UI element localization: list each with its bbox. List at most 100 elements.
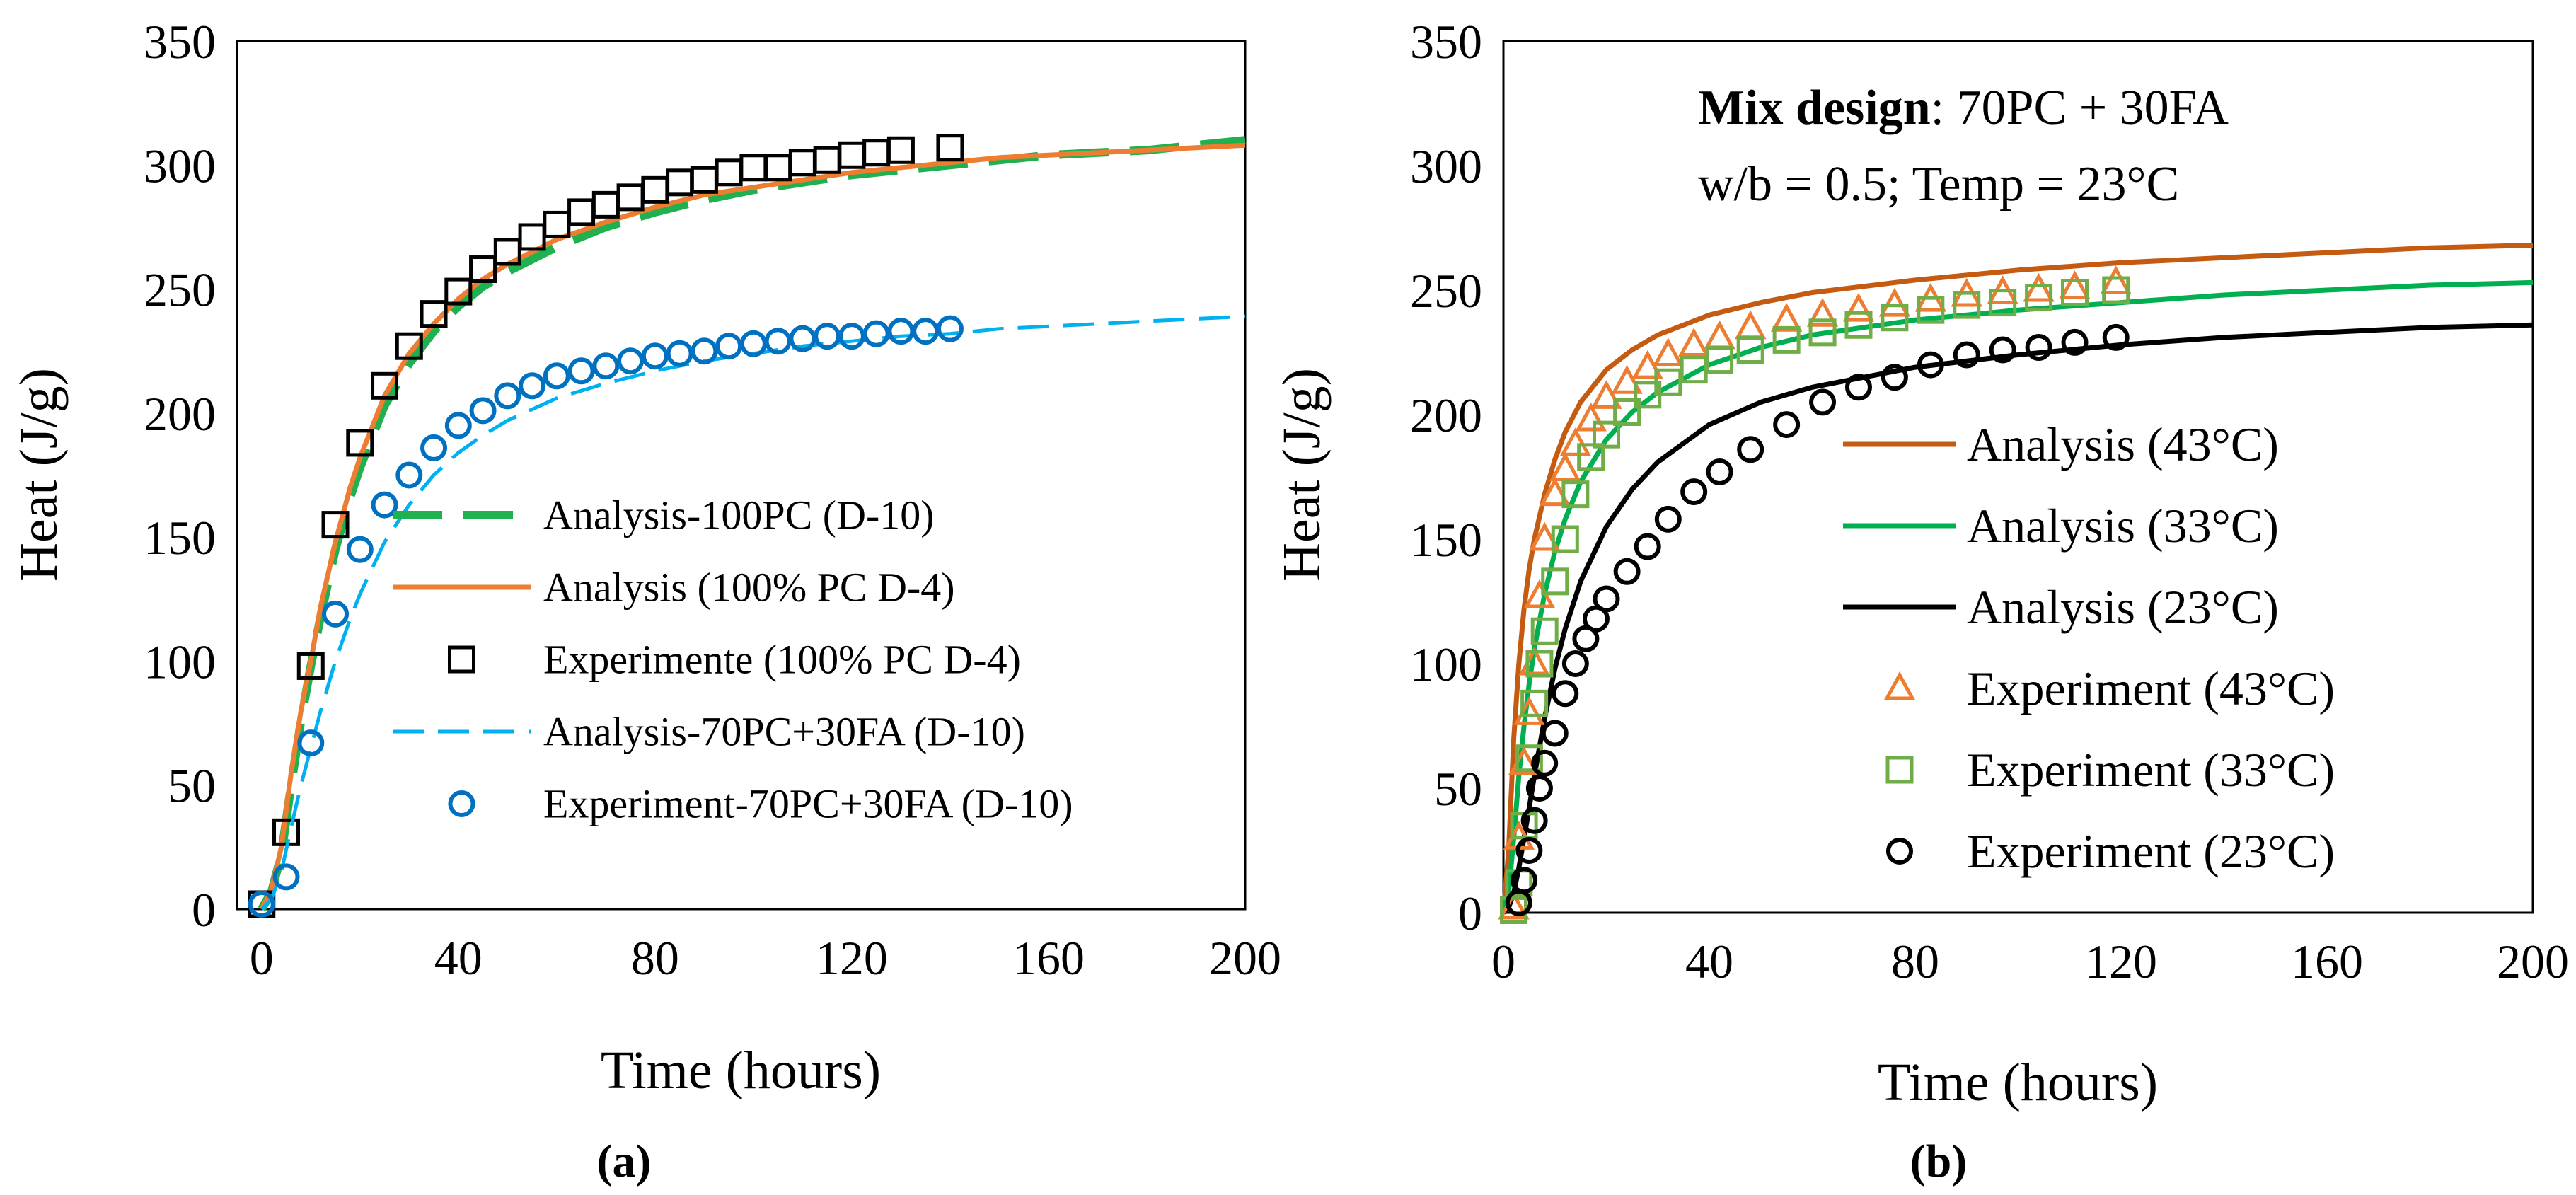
- data-point-experimente-100-pc-d-4: [838, 141, 866, 169]
- data-point-experiment-70pc-30fa-d-10: [297, 729, 325, 757]
- data-point-experiment-33-c: [1881, 304, 1909, 332]
- data-point-experiment-23-c: [1737, 436, 1764, 463]
- data-point-experiment-23-c: [1844, 374, 1872, 401]
- data-point-experimente-100-pc-d-4: [493, 238, 521, 266]
- x-tick-label: 80: [631, 931, 679, 985]
- y-tick-label: 300: [1410, 139, 1482, 193]
- data-point-experiment-33-c: [1520, 689, 1549, 717]
- legend-label: Analysis (43°C): [1967, 417, 2279, 471]
- data-point-experiment-70pc-30fa-d-10: [691, 337, 718, 365]
- data-point-experiment-23-c: [1634, 533, 1661, 560]
- legend-item-analysis-100-pc-d-4: Analysis (100% PC D-4): [393, 565, 955, 611]
- data-point-experimente-100-pc-d-4: [616, 183, 645, 212]
- data-point-experiment-70pc-30fa-d-10: [814, 323, 841, 350]
- data-point-experiment-70pc-30fa-d-10: [592, 352, 620, 380]
- y-tick-label: 150: [144, 511, 216, 565]
- data-point-experiment-70pc-30fa-d-10: [248, 890, 275, 918]
- data-point-experiment-23-c: [1593, 585, 1620, 613]
- plot-frame-b: [1502, 40, 2534, 914]
- annotation-b-line1: Mix design: 70PC + 30FA: [1698, 81, 2229, 135]
- data-point-experiment-23-c: [1654, 505, 1682, 533]
- data-point-experiment-70pc-30fa-d-10: [789, 325, 816, 352]
- data-point-experiment-70pc-30fa-d-10: [641, 342, 669, 370]
- legend-item-experimente-100-pc-d-4: Experimente (100% PC D-4): [448, 637, 1021, 683]
- legend-item-experiment-70pc-30fa-d-10: Experiment-70PC+30FA (D-10): [448, 781, 1073, 827]
- data-point-experiment-70pc-30fa-d-10: [371, 491, 398, 519]
- data-point-experiment-43-c: [1770, 303, 1803, 332]
- data-point-experiment-70pc-30fa-d-10: [617, 347, 645, 375]
- panel-label-a: (a): [597, 1136, 652, 1187]
- x-tick-label: 40: [1685, 935, 1733, 988]
- data-point-experiment-33-c: [1772, 325, 1801, 354]
- y-tick-label: 50: [1434, 762, 1482, 816]
- data-point-experiment-43-c: [1559, 427, 1592, 456]
- legend-a: Analysis-100PC (D-10) Analysis (100% PC D…: [393, 492, 1073, 827]
- data-point-experiment-43-c: [1575, 402, 1607, 432]
- legend-swatch: [448, 645, 475, 674]
- data-point-experiment-43-c: [1677, 328, 1710, 357]
- x-tick-label: 0: [1491, 935, 1515, 988]
- data-point-experiment-23-c: [1773, 411, 1801, 439]
- data-point-experiment-70pc-30fa-d-10: [567, 357, 595, 385]
- data-point-experimente-100-pc-d-4: [788, 149, 816, 177]
- data-point-experiment-23-c: [1531, 749, 1559, 777]
- data-point-experiment-23-c: [1613, 558, 1641, 585]
- y-tick-label: 100: [144, 635, 216, 688]
- x-tick-label: 0: [250, 931, 274, 985]
- data-point-experiment-70pc-30fa-d-10: [887, 318, 915, 345]
- data-point-experiment-33-c: [1917, 296, 1945, 324]
- data-point-experiment-33-c: [1551, 525, 1579, 553]
- x-tick-label: 80: [1891, 935, 1939, 988]
- data-point-experiment-23-c: [1515, 837, 1543, 864]
- data-point-experiment-70pc-30fa-d-10: [469, 397, 497, 425]
- data-point-experiment-33-c: [1561, 480, 1590, 509]
- data-point-experimente-100-pc-d-4: [813, 146, 841, 174]
- y-tick-label: 350: [144, 15, 216, 69]
- data-point-experiment-33-c: [1541, 567, 1569, 596]
- y-tick-label: 100: [1410, 637, 1482, 691]
- data-point-experiment-70pc-30fa-d-10: [272, 863, 300, 891]
- data-point-experiment-43-c: [1806, 297, 1839, 327]
- data-point-experiment-23-c: [1917, 351, 1944, 379]
- data-point-experiment-43-c: [2023, 272, 2055, 302]
- legend-swatch: [448, 790, 475, 817]
- data-point-experiment-23-c: [1520, 807, 1548, 834]
- data-point-experimente-100-pc-d-4: [543, 210, 571, 238]
- data-point-experiment-33-c: [1613, 398, 1641, 426]
- series-experiment-33-c: [1500, 276, 2130, 924]
- data-point-experiment-33-c: [1808, 318, 1837, 347]
- data-point-experimente-100-pc-d-4: [715, 158, 743, 187]
- data-point-experiment-23-c: [2102, 323, 2130, 351]
- data-point-experiment-70pc-30fa-d-10: [764, 328, 792, 355]
- data-point-experiment-70pc-30fa-d-10: [444, 412, 472, 439]
- series-line-analysis-70pc-30fa-d-10: [260, 314, 1246, 911]
- legend-item-analysis-70pc-30fa-d-10: Analysis-70PC+30FA (D-10): [393, 709, 1025, 755]
- legend-swatch: [1886, 838, 1913, 865]
- data-point-experimente-100-pc-d-4: [936, 134, 964, 162]
- data-point-experiment-70pc-30fa-d-10: [862, 320, 890, 347]
- x-tick-label: 40: [434, 931, 483, 985]
- data-point-experiment-43-c: [1513, 696, 1545, 725]
- data-point-experiment-43-c: [1734, 310, 1767, 340]
- data-point-experiment-70pc-30fa-d-10: [666, 340, 693, 367]
- series-analysis-70pc-30fa-d-10: [260, 314, 1246, 911]
- data-point-experiment-43-c: [1611, 365, 1643, 394]
- data-point-experimente-100-pc-d-4: [739, 154, 768, 182]
- data-point-experiment-70pc-30fa-d-10: [838, 323, 865, 350]
- legend-label: Experiment (43°C): [1967, 662, 2335, 715]
- data-point-experimente-100-pc-d-4: [346, 429, 374, 457]
- x-tick-label: 200: [1209, 931, 1281, 985]
- data-point-experiment-70pc-30fa-d-10: [912, 318, 940, 345]
- data-point-experiment-23-c: [1561, 650, 1589, 677]
- legend-item-analysis-23-c: Analysis (23°C): [1843, 580, 2279, 634]
- y-tick-label: 250: [144, 263, 216, 317]
- data-point-experiment-33-c: [1706, 346, 1734, 374]
- data-point-experiment-33-c: [2102, 276, 2130, 304]
- x-tick-label: 200: [2497, 935, 2569, 988]
- legend-label: Experiment (23°C): [1967, 824, 2335, 878]
- data-point-experiment-43-c: [1549, 452, 1581, 481]
- data-point-experimente-100-pc-d-4: [862, 139, 891, 167]
- data-point-experimente-100-pc-d-4: [567, 198, 596, 226]
- data-point-experiment-23-c: [1809, 388, 1837, 416]
